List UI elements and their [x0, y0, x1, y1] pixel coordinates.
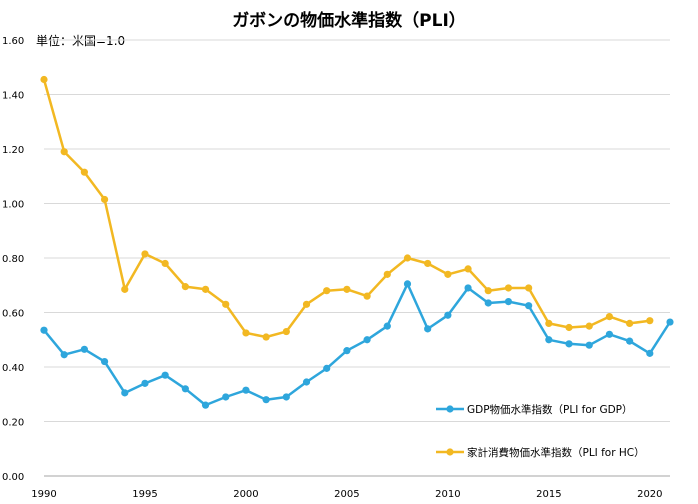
series-2-point — [585, 322, 593, 330]
series-2-point — [626, 319, 634, 327]
series-1-point — [363, 336, 371, 344]
y-tick-label: 1.60 — [2, 36, 24, 47]
series-2-point — [323, 287, 331, 295]
series-2-point — [605, 312, 614, 321]
legend-label-2: 家計消費物価水準指数（PLI for HC） — [467, 446, 645, 459]
series-2-point — [282, 327, 290, 336]
series-1-point — [161, 371, 169, 379]
series-2-point — [424, 259, 432, 268]
series-1-point — [666, 318, 674, 326]
series-1-point — [565, 340, 573, 348]
series-layer — [40, 75, 674, 409]
series-1-point — [605, 330, 614, 338]
series-1-point — [646, 349, 654, 357]
series-1-point — [504, 298, 513, 306]
series-1-point — [444, 311, 452, 319]
y-tick-label: 1.20 — [2, 145, 24, 156]
series-2-point — [222, 300, 230, 308]
series-2-point — [545, 319, 553, 327]
series-1-point — [403, 280, 412, 288]
axis-layer: 0.00 0.20 0.40 0.60 0.80 1.00 1.20 1.40 1.60 1990… — [2, 36, 663, 500]
series-2-point — [484, 287, 492, 295]
x-tick-label: 2010 — [435, 489, 460, 500]
chart-title: ガボンの物価水準指数（PLI） — [232, 10, 466, 31]
x-tick-label: 1995 — [132, 489, 157, 500]
y-tick-label: 1.00 — [2, 200, 24, 211]
series-2-point — [302, 300, 311, 308]
series-1-point — [525, 302, 533, 310]
series-1-point — [121, 389, 129, 397]
series-2-point — [40, 75, 48, 84]
series-1-point — [323, 364, 331, 372]
legend-swatch-marker-1 — [446, 405, 454, 413]
y-tick-label: 1.40 — [2, 91, 24, 102]
series-line-2 — [42, 79, 650, 339]
series-1-point — [282, 393, 290, 401]
grid-layer — [44, 39, 670, 477]
y-tick-label: 0.80 — [2, 254, 24, 265]
series-2-point — [121, 285, 129, 293]
series-1-point — [262, 396, 270, 404]
series-2-point — [161, 259, 169, 268]
series-2-point — [403, 254, 412, 262]
series-1-point — [242, 386, 250, 394]
series-2-point — [141, 250, 149, 258]
y-tick-label: 0.60 — [2, 309, 24, 320]
series-1-point — [222, 393, 230, 401]
series-line-1 — [43, 282, 672, 407]
x-tick-label: 1990 — [31, 489, 56, 500]
series-1-point — [201, 401, 210, 409]
series-2-point — [464, 265, 472, 273]
series-1-point — [464, 284, 472, 292]
x-tick-label: 2005 — [334, 489, 359, 500]
series-1-point — [302, 378, 311, 386]
series-1-point — [585, 341, 593, 349]
series-1-point — [141, 379, 149, 387]
series-2-point — [80, 168, 88, 176]
series-1-point — [484, 299, 492, 307]
series-2-point — [444, 270, 452, 278]
y-tick-label: 0.40 — [2, 363, 24, 374]
x-tick-label: 2015 — [536, 489, 561, 500]
y-tick-label: 0.00 — [2, 472, 24, 483]
series-1-point — [181, 385, 189, 393]
series-2-point — [60, 148, 68, 156]
series-2-point — [201, 285, 210, 293]
series-1-point — [343, 347, 351, 355]
series-1-point — [100, 357, 109, 366]
series-2-point — [504, 284, 513, 292]
series-1-point — [60, 351, 68, 359]
legend-label-1: GDP物価水準指数（PLI for GDP） — [467, 403, 633, 416]
series-2-point — [565, 323, 573, 332]
series-2-point — [646, 317, 654, 325]
y-tick-label: 0.20 — [2, 418, 24, 429]
series-1-point — [40, 326, 48, 334]
series-1-point — [383, 322, 391, 330]
series-1-point — [545, 336, 553, 344]
series-1-point — [626, 337, 634, 345]
series-2-point — [363, 292, 371, 300]
series-2-point — [262, 333, 270, 341]
series-2-point — [383, 270, 391, 278]
x-tick-label: 2000 — [233, 489, 258, 500]
series-2-point — [343, 285, 351, 293]
series-1-point — [80, 345, 88, 353]
series-1-point — [424, 325, 432, 333]
legend-swatch-marker-2 — [446, 448, 454, 456]
legend: GDP物価水準指数（PLI for GDP） 家計消費物価水準指数（PLI for… — [436, 403, 645, 459]
series-2-point — [181, 283, 189, 291]
series-2-point — [100, 195, 109, 204]
series-2-point — [242, 329, 250, 337]
series-2-point — [525, 284, 533, 292]
x-tick-label: 2020 — [637, 489, 662, 500]
